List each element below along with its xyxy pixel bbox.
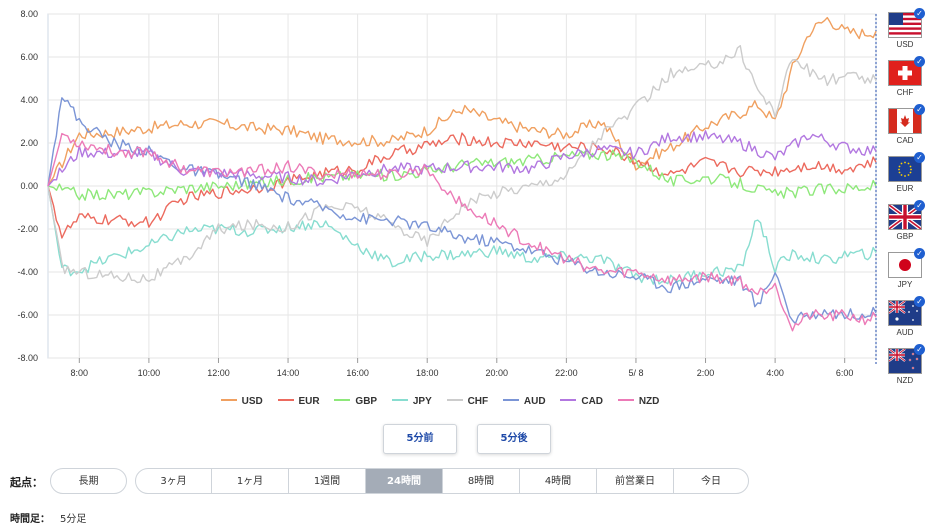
x-tick-label: 14:00 — [277, 368, 300, 378]
y-tick-label: 2.00 — [20, 138, 38, 148]
japan-flag-icon — [888, 252, 922, 278]
x-tick-label: 4:00 — [766, 368, 784, 378]
period-3month-button[interactable]: 3ヶ月 — [135, 468, 212, 494]
series-line-jpy — [47, 185, 877, 285]
legend-swatch — [220, 399, 237, 402]
legend-item-cad[interactable]: CAD — [560, 396, 603, 407]
legend-label: GBP — [355, 396, 378, 407]
y-tick-label: -8.00 — [17, 353, 38, 363]
checkmark-icon: ✓ — [914, 344, 925, 355]
checkmark-icon: ✓ — [914, 200, 925, 211]
legend-swatch — [334, 399, 351, 402]
legend-label: AUD — [523, 396, 546, 407]
prev-5min-button[interactable]: 5分前 — [383, 424, 457, 454]
series-line-usd — [47, 16, 877, 187]
legend-swatch — [277, 399, 294, 402]
legend-label: JPY — [412, 396, 432, 407]
legend-item-gbp[interactable]: GBP — [334, 396, 377, 407]
legend-swatch — [617, 399, 634, 402]
legend-swatch — [446, 399, 463, 402]
x-tick-label: 20:00 — [486, 368, 509, 378]
currency-strength-chart: 8.00 6.00 4.00 2.00 0.00 -2.00 -4.00 -6.00 -8.00… — [17, 9, 877, 378]
legend-swatch — [560, 399, 577, 402]
period-1month-button[interactable]: 1ヶ月 — [211, 468, 289, 494]
y-tick-label: -6.00 — [17, 310, 38, 320]
legend-swatch — [391, 399, 408, 402]
legend-item-eur[interactable]: EUR — [277, 396, 320, 407]
timeframe-label: 時間足： — [10, 514, 50, 525]
x-tick-label: 6:00 — [836, 368, 854, 378]
y-tick-label: 0.00 — [20, 181, 38, 191]
checkmark-icon: ✓ — [914, 296, 925, 307]
y-tick-label: -4.00 — [17, 267, 38, 277]
legend-swatch — [502, 399, 519, 402]
y-tick-label: 8.00 — [20, 9, 38, 19]
checkmark-icon: ✓ — [914, 8, 925, 19]
period-today-button[interactable]: 今日 — [673, 468, 749, 494]
currency-toggle-jpy[interactable]: ✓ JPY — [886, 248, 926, 298]
period-4hour-button[interactable]: 4時間 — [519, 468, 597, 494]
currency-toggle-gbp[interactable]: ✓ GBP — [886, 200, 926, 250]
currency-label: NZD — [896, 376, 914, 385]
legend-label: CAD — [581, 396, 604, 407]
legend-item-aud[interactable]: AUD — [502, 396, 546, 407]
checkmark-icon: ✓ — [914, 104, 925, 115]
currency-label: USD — [896, 40, 914, 49]
period-label: 起点： — [10, 476, 43, 489]
timeframe-value: 5分足 — [60, 514, 87, 525]
eu-flag-icon — [888, 156, 922, 182]
x-tick-label: 2:00 — [697, 368, 715, 378]
x-tick-label: 5/ 8 — [628, 368, 643, 378]
legend-item-usd[interactable]: USD — [220, 396, 263, 407]
currency-selector: ✓ USD ✓ CHF ✓ CAD ✓ EUR ✓ GBP ✓ JPY — [880, 8, 932, 388]
checkmark-icon: ✓ — [914, 56, 925, 67]
currency-toggle-usd[interactable]: ✓ USD — [886, 8, 926, 58]
period-prev-business-day-button[interactable]: 前営業日 — [596, 468, 674, 494]
legend-item-chf[interactable]: CHF — [446, 396, 489, 407]
y-tick-label: 6.00 — [20, 52, 38, 62]
period-24hour-button[interactable]: 24時間 — [365, 468, 443, 494]
x-tick-label: 22:00 — [555, 368, 578, 378]
x-tick-label: 8:00 — [71, 368, 89, 378]
series-line-chf — [47, 45, 877, 284]
y-tick-label: 4.00 — [20, 95, 38, 105]
x-tick-label: 12:00 — [207, 368, 230, 378]
legend-label: NZD — [638, 396, 660, 407]
chart-legend: USD EUR GBP JPY CHF AUD CAD NZD — [0, 396, 880, 407]
series-line-cad — [47, 130, 877, 187]
period-long-button[interactable]: 長期 — [50, 468, 127, 494]
legend-item-nzd[interactable]: NZD — [617, 396, 660, 407]
currency-label: GBP — [896, 232, 914, 241]
next-5min-button[interactable]: 5分後 — [477, 424, 551, 454]
legend-label: EUR — [298, 396, 320, 407]
legend-label: CHF — [467, 396, 489, 407]
legend-label: USD — [241, 396, 263, 407]
period-1week-button[interactable]: 1週間 — [288, 468, 366, 494]
currency-label: AUD — [896, 328, 914, 337]
checkmark-icon: ✓ — [914, 152, 925, 163]
x-tick-label: 16:00 — [346, 368, 369, 378]
x-tick-label: 18:00 — [416, 368, 439, 378]
currency-toggle-cad[interactable]: ✓ CAD — [886, 104, 926, 154]
x-tick-label: 10:00 — [138, 368, 161, 378]
checkmark-icon: ✓ — [914, 248, 925, 259]
currency-label: CAD — [896, 136, 914, 145]
y-tick-label: -2.00 — [17, 224, 38, 234]
currency-label: CHF — [896, 88, 914, 97]
series-line-nzd — [47, 132, 877, 332]
series-line-gbp — [47, 149, 877, 201]
currency-label: JPY — [897, 280, 913, 289]
currency-toggle-nzd[interactable]: ✓ NZD — [886, 344, 926, 394]
series-line-eur — [47, 132, 877, 239]
currency-label: EUR — [896, 184, 914, 193]
usa-flag-icon — [888, 12, 922, 38]
period-8hour-button[interactable]: 8時間 — [442, 468, 520, 494]
currency-toggle-chf[interactable]: ✓ CHF — [886, 56, 926, 106]
currency-toggle-eur[interactable]: ✓ EUR — [886, 152, 926, 202]
currency-toggle-aud[interactable]: ✓ AUD — [886, 296, 926, 346]
legend-item-jpy[interactable]: JPY — [391, 396, 432, 407]
